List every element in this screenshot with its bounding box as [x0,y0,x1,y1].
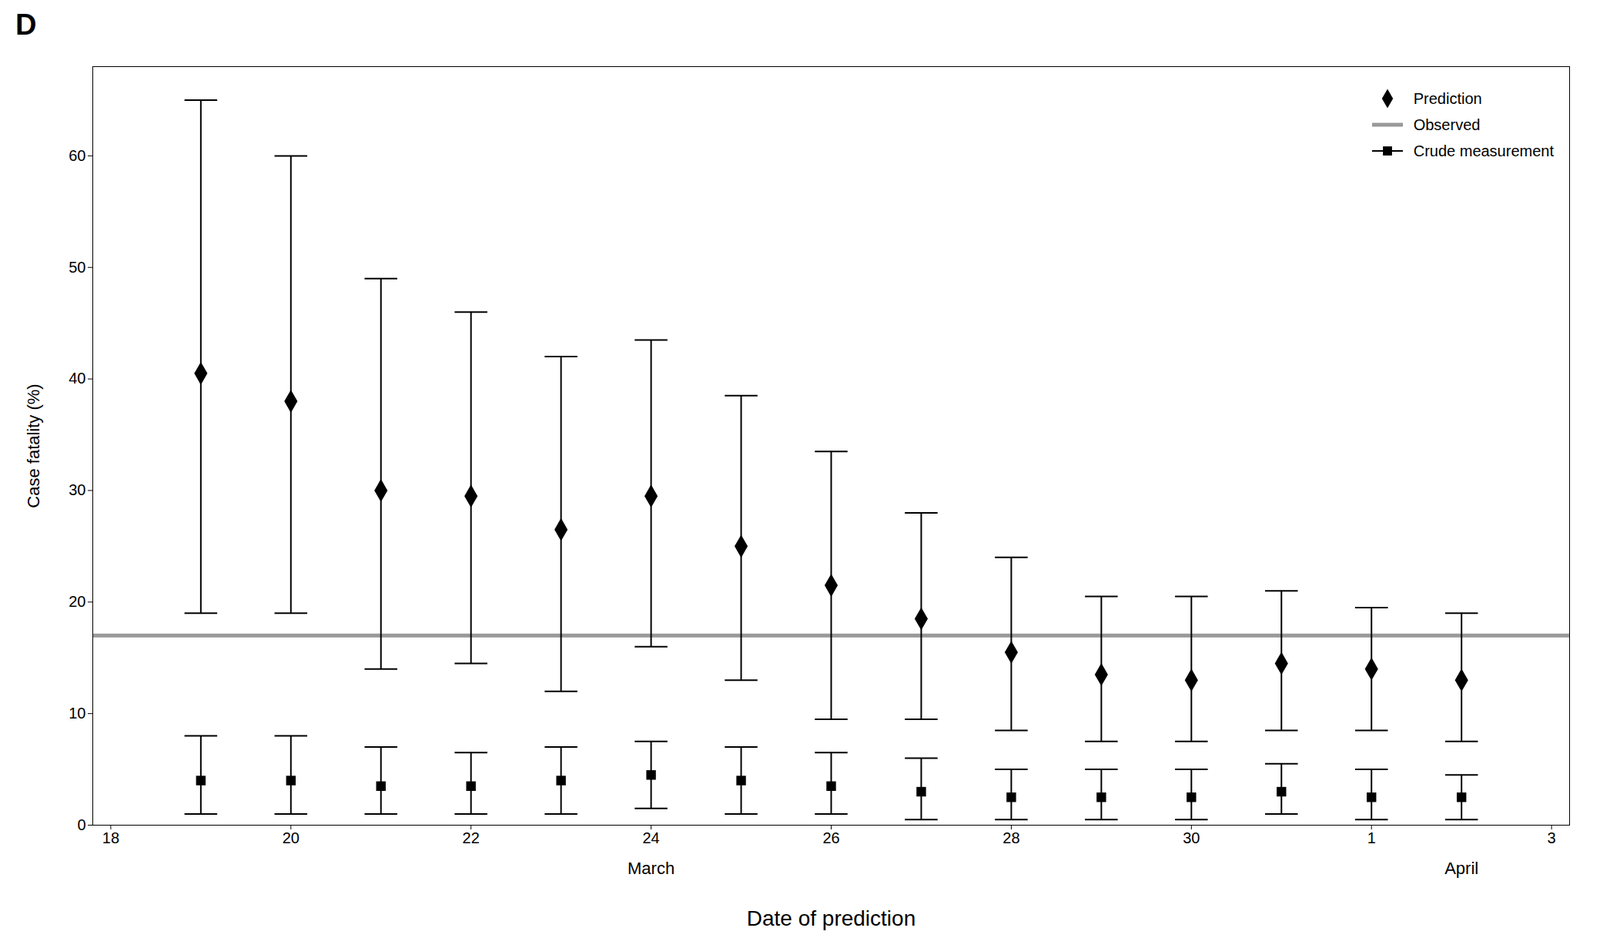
svg-text:20: 20 [282,829,300,847]
html-text:Observed: Observed [1413,115,1481,133]
html-text:D: D [15,8,37,41]
svg-text:March: March [627,858,675,878]
svg-text:0: 0 [76,816,86,834]
svg-text:40: 40 [68,369,86,387]
svg-text:3: 3 [1547,829,1557,847]
html-text:Prediction: Prediction [1413,89,1482,107]
svg-text:24: 24 [642,829,660,847]
svg-text:30: 30 [1182,829,1200,847]
svg-text:60: 60 [68,147,86,165]
svg-text:1: 1 [1367,829,1376,847]
svg-text:50: 50 [68,258,86,276]
svg-text:18: 18 [102,829,120,847]
svg-text:Date of prediction: Date of prediction [746,906,916,931]
svg-text:Case fatality (%): Case fatality (%) [23,383,44,508]
svg-text:10: 10 [68,704,86,722]
svg-text:April: April [1444,858,1479,878]
html-text:Crude measurement: Crude measurement [1413,142,1554,159]
svg-text:20: 20 [68,592,86,610]
svg-text:26: 26 [822,829,840,847]
svg-text:22: 22 [462,829,480,847]
svg-text:30: 30 [68,481,86,499]
svg-text:28: 28 [1002,829,1020,847]
